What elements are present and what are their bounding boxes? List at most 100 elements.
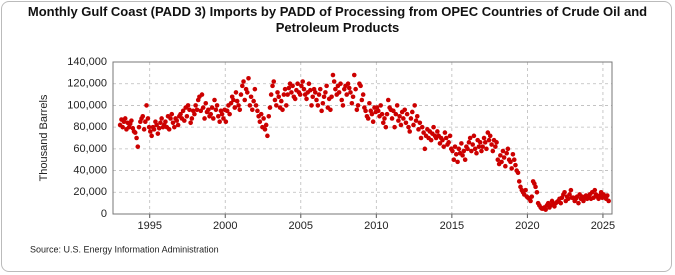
data-point	[404, 111, 410, 117]
y-tick-label: 0	[101, 208, 107, 220]
data-point	[170, 120, 176, 126]
data-point	[141, 127, 147, 132]
data-point	[262, 127, 268, 132]
data-point	[155, 131, 161, 136]
data-point	[169, 111, 175, 117]
data-point	[363, 108, 368, 114]
data-point	[245, 90, 250, 95]
plot-border	[112, 61, 613, 215]
data-point	[408, 116, 414, 121]
y-tick-label: 40,000	[73, 164, 107, 176]
data-point	[411, 122, 416, 128]
data-point	[246, 75, 251, 81]
data-point	[485, 130, 491, 135]
x-tick-label: 2005	[289, 220, 313, 232]
data-point	[241, 79, 246, 84]
data-point	[509, 166, 514, 171]
data-point	[151, 127, 157, 132]
data-point	[199, 92, 205, 97]
data-point	[283, 103, 289, 108]
data-point	[494, 140, 499, 145]
y-tick-label: 140,000	[67, 56, 107, 68]
data-point	[451, 157, 457, 163]
data-point	[168, 116, 173, 121]
data-point	[336, 90, 342, 95]
data-point	[442, 130, 448, 135]
data-point	[348, 90, 353, 95]
data-point	[330, 72, 336, 78]
data-point	[188, 120, 193, 126]
data-point	[456, 146, 462, 152]
data-point	[339, 97, 345, 103]
data-point	[143, 119, 148, 125]
data-point	[146, 124, 152, 130]
data-point	[402, 107, 408, 113]
data-point	[145, 116, 151, 121]
data-point	[270, 83, 275, 89]
data-point	[175, 122, 181, 128]
data-point	[515, 170, 521, 176]
data-point	[407, 129, 413, 134]
data-point	[354, 107, 360, 113]
data-point	[320, 100, 326, 106]
y-tick-label: 100,000	[67, 99, 107, 111]
data-point	[418, 135, 424, 141]
data-point	[484, 146, 489, 152]
data-point	[455, 159, 460, 165]
data-point	[470, 142, 476, 147]
data-point	[375, 108, 381, 114]
data-point	[421, 130, 426, 135]
data-point	[447, 133, 453, 139]
data-point	[281, 92, 287, 97]
data-point	[189, 116, 195, 121]
data-point	[606, 198, 611, 204]
data-point	[370, 119, 376, 125]
data-point	[333, 86, 338, 92]
data-point	[344, 92, 350, 97]
data-point	[487, 133, 493, 139]
data-point	[403, 120, 409, 126]
data-point	[187, 107, 192, 113]
data-point	[392, 124, 397, 130]
data-point	[249, 107, 255, 113]
data-point	[238, 92, 244, 97]
data-point	[479, 148, 484, 154]
data-point	[242, 97, 248, 103]
data-point	[500, 148, 506, 154]
data-point	[331, 79, 337, 84]
data-point	[213, 107, 219, 113]
data-point	[383, 124, 389, 130]
data-point	[503, 163, 508, 169]
data-point	[267, 105, 273, 110]
data-point	[391, 108, 396, 114]
y-tick-label: 80,000	[73, 121, 107, 133]
data-point	[122, 116, 128, 121]
data-point	[351, 72, 357, 78]
data-point	[486, 137, 492, 143]
data-point	[251, 98, 256, 104]
data-point	[567, 192, 572, 197]
data-point	[203, 100, 209, 106]
data-point	[309, 103, 314, 108]
data-point	[419, 124, 425, 130]
data-point	[345, 81, 351, 87]
data-point	[206, 107, 211, 113]
data-point	[247, 103, 253, 108]
data-point	[219, 111, 225, 117]
data-point	[416, 127, 421, 132]
data-point	[231, 97, 236, 103]
x-tick-label: 2020	[515, 220, 539, 232]
data-point	[301, 86, 307, 92]
data-point	[300, 79, 306, 84]
data-point	[286, 85, 292, 91]
data-point	[178, 111, 183, 117]
y-axis-label: Thousand Barrels	[38, 94, 50, 181]
data-point	[317, 86, 323, 92]
data-point	[278, 98, 284, 104]
data-point	[431, 124, 436, 130]
data-point	[314, 97, 319, 103]
data-point	[493, 144, 498, 149]
data-point	[353, 86, 358, 92]
data-point	[310, 94, 316, 100]
